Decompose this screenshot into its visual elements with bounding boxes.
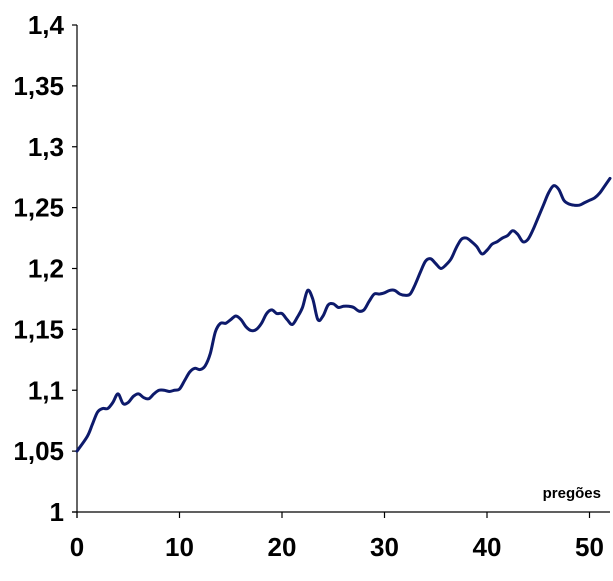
y-tick-label: 1,4 xyxy=(28,10,65,40)
y-tick-label: 1,3 xyxy=(28,132,64,162)
y-tick-label: 1,2 xyxy=(28,254,64,284)
x-axis-label: pregões xyxy=(543,485,601,502)
y-tick-label: 1 xyxy=(50,497,64,527)
x-tick-label: 40 xyxy=(473,532,502,562)
x-tick-label: 20 xyxy=(268,532,297,562)
y-tick-label: 1,25 xyxy=(13,193,64,223)
x-tick-label: 10 xyxy=(165,532,194,562)
y-tick-label: 1,15 xyxy=(13,314,64,344)
x-tick-label: 50 xyxy=(575,532,604,562)
x-axis: 0 10 20 30 40 50 xyxy=(70,511,610,562)
x-tick-label: 30 xyxy=(370,532,399,562)
y-tick-label: 1,35 xyxy=(13,71,64,101)
series-group xyxy=(75,176,612,453)
y-axis: 1 1,05 1,1 1,15 1,2 1,25 1,3 1,35 1,4 xyxy=(13,10,78,527)
y-tick-label: 1,1 xyxy=(28,375,64,405)
series-line xyxy=(75,176,612,453)
y-tick-label: 1,05 xyxy=(13,436,64,466)
x-tick-label: 0 xyxy=(70,532,84,562)
